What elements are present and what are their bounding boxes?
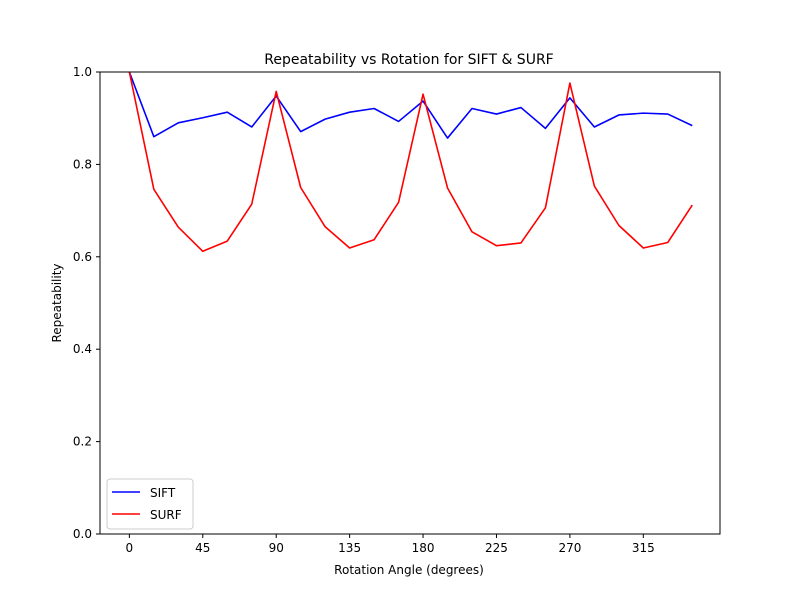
x-tick-label: 180 (412, 541, 435, 555)
legend-surf-label: SURF (150, 508, 182, 522)
x-tick-label: 135 (338, 541, 361, 555)
x-tick-label: 315 (632, 541, 655, 555)
y-tick-label: 0.2 (73, 435, 92, 449)
series-line-sift (128, 71, 693, 139)
plot-frame (99, 71, 721, 535)
chart-title: Repeatability vs Rotation for SIFT & SUR… (264, 52, 553, 68)
x-axis-label: Rotation Angle (degrees) (334, 563, 484, 577)
y-axis-label: Repeatability (50, 263, 64, 342)
x-tick-label: 270 (558, 541, 581, 555)
x-tick-label: 90 (269, 541, 284, 555)
x-tick-label: 225 (485, 541, 508, 555)
y-tick-label: 1.0 (73, 65, 92, 79)
legend: SIFT SURF (106, 478, 194, 530)
plot-lines (128, 71, 693, 253)
y-tick-label: 0.4 (73, 342, 92, 356)
x-tick-label: 45 (195, 541, 210, 555)
y-axis: 0.0 0.2 0.4 0.6 0.8 1.0 (73, 65, 100, 541)
x-axis: 0 45 90 135 180 225 270 315 (126, 534, 655, 555)
series-line-surf (128, 71, 693, 253)
y-tick-label: 0.6 (73, 250, 92, 264)
y-tick-label: 0.0 (73, 527, 92, 541)
y-tick-label: 0.8 (73, 157, 92, 171)
x-tick-label: 0 (126, 541, 134, 555)
legend-sift-label: SIFT (150, 486, 176, 500)
